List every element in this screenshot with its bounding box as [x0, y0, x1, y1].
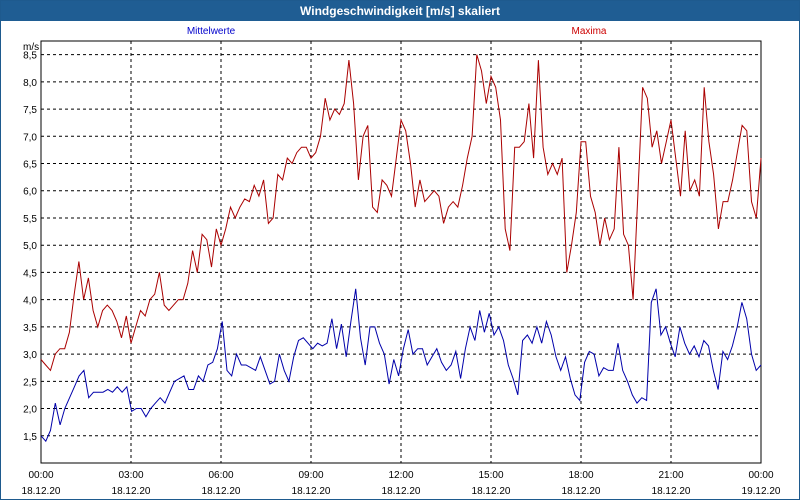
x-tick-date: 18.12.20 — [292, 486, 331, 497]
x-tick-time: 15:00 — [478, 470, 503, 481]
x-tick-time: 21:00 — [658, 470, 683, 481]
x-tick-date: 18.12.20 — [472, 486, 511, 497]
x-tick-time: 00:00 — [748, 470, 773, 481]
x-tick-time: 09:00 — [298, 470, 323, 481]
y-tick-label: 8,0 — [23, 78, 37, 89]
window-title: Windgeschwindigkeit [m/s] skaliert — [1, 1, 799, 21]
x-tick-time: 12:00 — [388, 470, 413, 481]
y-tick-label: 5,5 — [23, 214, 37, 225]
x-tick-date: 18.12.20 — [112, 486, 151, 497]
y-tick-label: 3,5 — [23, 323, 37, 334]
y-tick-label: 7,0 — [23, 132, 37, 143]
series-maxima-line — [40, 54, 762, 372]
y-tick-label: 8,5 — [23, 51, 37, 62]
y-tick-label: 3,0 — [23, 350, 37, 361]
x-tick-date: 18.12.20 — [652, 486, 691, 497]
series-lines — [40, 54, 762, 443]
x-tick-date: 18.12.20 — [562, 486, 601, 497]
x-tick-date: 18.12.20 — [22, 486, 61, 497]
x-tick-time: 18:00 — [568, 470, 593, 481]
y-tick-label: 1,5 — [23, 432, 37, 443]
x-tick-time: 06:00 — [208, 470, 233, 481]
x-tick-date: 18.12.20 — [202, 486, 241, 497]
y-tick-label: 4,0 — [23, 296, 37, 307]
y-tick-label: 6,5 — [23, 160, 37, 171]
y-tick-label: 4,5 — [23, 268, 37, 279]
y-axis-label: m/s — [23, 42, 39, 53]
y-tick-label: 2,5 — [23, 377, 37, 388]
y-axis-ticks: 1,5 2,0 2,5 3,0 3,5 4,0 4,5 5,0 5,5 6,0 6,5 7,0 7,5 8… — [23, 51, 37, 443]
y-tick-label: 6,0 — [23, 187, 37, 198]
legend-mittelwerte: Mittelwerte — [187, 26, 236, 37]
x-axis-ticks: 00:00 18.12.20 03:00 18.12.20 06:00 18.12.20 0… — [22, 470, 781, 497]
x-tick-date: 18.12.20 — [382, 486, 421, 497]
x-tick-time: 00:00 — [28, 470, 53, 481]
legend-maxima: Maxima — [571, 26, 606, 37]
y-tick-label: 2,0 — [23, 405, 37, 416]
grid-lines — [41, 41, 761, 463]
x-tick-date: 19.12.20 — [742, 486, 781, 497]
y-tick-label: 5,0 — [23, 241, 37, 252]
x-tick-time: 03:00 — [118, 470, 143, 481]
series-mittelwerte-line — [40, 288, 762, 443]
y-tick-label: 7,5 — [23, 105, 37, 116]
